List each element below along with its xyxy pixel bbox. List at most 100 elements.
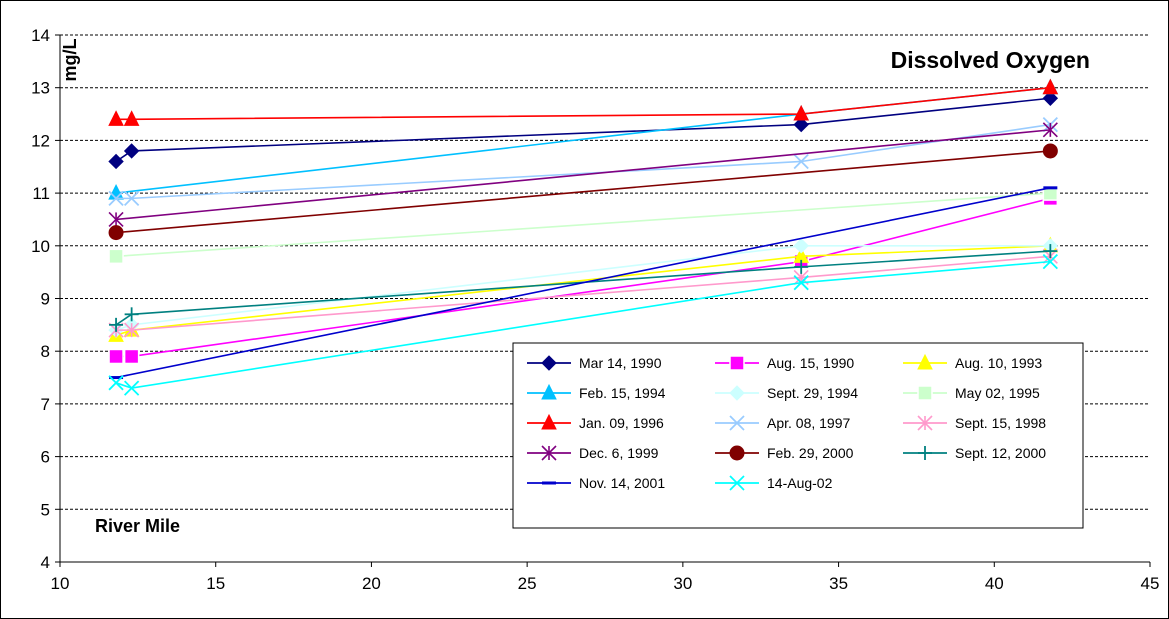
legend-label-8: Sept. 15, 1998 bbox=[955, 415, 1046, 431]
data-point-13-0 bbox=[108, 375, 124, 391]
legend-swatch-marker-13 bbox=[729, 475, 745, 491]
series-line-6 bbox=[116, 86, 1051, 121]
data-point-0-1 bbox=[123, 143, 140, 159]
legend-label-11: Sept. 12, 2000 bbox=[955, 445, 1046, 461]
data-point-13-2 bbox=[793, 275, 809, 291]
series-line-10 bbox=[115, 150, 1051, 234]
data-point-0-2 bbox=[793, 116, 809, 133]
y-tick-label-4: 4 bbox=[41, 553, 50, 572]
y-tick-label-10: 10 bbox=[31, 237, 50, 256]
data-point-6-0 bbox=[108, 110, 124, 126]
data-point-1-1 bbox=[123, 348, 140, 365]
series-line-12 bbox=[115, 187, 1051, 379]
legend-swatch-marker-8 bbox=[917, 415, 933, 431]
series-line-4 bbox=[115, 245, 1051, 331]
data-point-4-2 bbox=[793, 238, 809, 254]
legend-swatch-marker-0 bbox=[541, 355, 557, 371]
y-tick-label-14: 14 bbox=[31, 26, 50, 45]
data-point-1-0 bbox=[108, 348, 124, 365]
legend-item-12: Nov. 14, 2001 bbox=[527, 475, 665, 491]
series-line-8 bbox=[116, 255, 1051, 331]
legend-label-10: Feb. 29, 2000 bbox=[767, 445, 854, 461]
data-point-0-0 bbox=[108, 153, 124, 170]
series-5 bbox=[108, 185, 1059, 265]
legend-swatch-marker-1 bbox=[729, 355, 745, 371]
series-0 bbox=[108, 90, 1059, 170]
data-point-11-1 bbox=[124, 307, 139, 322]
legend-label-6: Jan. 09, 1996 bbox=[579, 415, 664, 431]
x-tick-label-40: 40 bbox=[985, 574, 1004, 593]
data-point-7-1 bbox=[123, 190, 140, 207]
series-13 bbox=[108, 253, 1058, 396]
legend-swatch-marker-11 bbox=[918, 446, 932, 460]
series-line-11 bbox=[115, 250, 1051, 326]
legend-swatch-marker-9 bbox=[541, 445, 557, 461]
y-tick-label-11: 11 bbox=[32, 184, 50, 203]
x-tick-label-30: 30 bbox=[673, 574, 692, 593]
data-point-13-3 bbox=[1042, 253, 1058, 270]
series-lines bbox=[108, 78, 1059, 396]
legend-label-9: Dec. 6, 1999 bbox=[579, 445, 659, 461]
legend-item-6: Jan. 09, 1996 bbox=[527, 413, 664, 431]
legend-item-13: 14-Aug-02 bbox=[715, 475, 833, 491]
y-tick-label-9: 9 bbox=[41, 290, 50, 309]
legend-item-4: Sept. 29, 1994 bbox=[715, 385, 858, 401]
y-tick-label-5: 5 bbox=[41, 500, 50, 519]
legend-label-0: Mar 14, 1990 bbox=[579, 355, 662, 371]
legend-item-3: Feb. 15, 1994 bbox=[527, 383, 666, 401]
series-line-7 bbox=[116, 123, 1051, 200]
data-point-6-2 bbox=[793, 104, 810, 121]
series-10 bbox=[108, 143, 1058, 241]
legend-item-2: Aug. 10, 1993 bbox=[903, 353, 1042, 371]
legend-item-11: Sept. 12, 2000 bbox=[903, 445, 1046, 461]
x-tick-label-45: 45 bbox=[1141, 574, 1160, 593]
data-point-8-1 bbox=[124, 322, 140, 338]
data-point-0-3 bbox=[1042, 90, 1059, 106]
legend-item-9: Dec. 6, 1999 bbox=[527, 445, 659, 461]
legend-label-7: Apr. 08, 1997 bbox=[767, 415, 851, 431]
data-point-6-1 bbox=[123, 110, 140, 126]
series-6 bbox=[108, 78, 1059, 126]
y-tick-label-12: 12 bbox=[31, 131, 50, 150]
legend-item-5: May 02, 1995 bbox=[903, 385, 1040, 401]
series-line-2 bbox=[115, 245, 1051, 337]
legend-label-13: 14-Aug-02 bbox=[767, 475, 833, 491]
y-tick-label-7: 7 bbox=[41, 395, 50, 414]
legend-swatch-marker-5 bbox=[917, 385, 933, 401]
legend-item-10: Feb. 29, 2000 bbox=[715, 445, 854, 461]
data-point-9-0 bbox=[108, 211, 124, 228]
legend-swatch-marker-6 bbox=[541, 413, 557, 430]
series-line-9 bbox=[115, 129, 1051, 221]
legend-item-8: Sept. 15, 1998 bbox=[903, 415, 1046, 431]
data-point-5-0 bbox=[108, 248, 124, 265]
chart-title: Dissolved Oxygen bbox=[891, 47, 1090, 73]
x-tick-label-35: 35 bbox=[829, 574, 848, 593]
legend-label-12: Nov. 14, 2001 bbox=[579, 475, 665, 491]
legend-box bbox=[512, 342, 1084, 529]
series-line-0 bbox=[115, 97, 1051, 163]
legend-item-7: Apr. 08, 1997 bbox=[715, 415, 851, 431]
y-axis-label: mg/L bbox=[60, 38, 80, 81]
legend-swatch-marker-7 bbox=[729, 415, 745, 431]
data-point-6-3 bbox=[1042, 78, 1059, 95]
data-point-11-0 bbox=[109, 317, 124, 332]
legend-item-0: Mar 14, 1990 bbox=[527, 355, 662, 371]
data-point-10-0 bbox=[108, 225, 124, 241]
legend-label-1: Aug. 15, 1990 bbox=[767, 355, 854, 371]
data-point-10-1 bbox=[1042, 143, 1058, 159]
y-tick-label-6: 6 bbox=[41, 448, 50, 467]
legend-swatch-marker-10 bbox=[729, 445, 745, 461]
x-tick-label-15: 15 bbox=[206, 574, 225, 593]
x-tick-label-20: 20 bbox=[362, 574, 381, 593]
series-line-5 bbox=[116, 192, 1051, 258]
x-axis-label: River Mile bbox=[95, 516, 180, 536]
legend-label-2: Aug. 10, 1993 bbox=[955, 355, 1042, 371]
data-point-5-1 bbox=[1042, 185, 1059, 201]
legend-item-1: Aug. 15, 1990 bbox=[715, 355, 854, 371]
legend: Mar 14, 1990 Aug. 15, 1990 Aug. 10, 1993 Fe… bbox=[512, 342, 1084, 529]
x-tick-label-10: 10 bbox=[51, 574, 70, 593]
series-9 bbox=[108, 122, 1058, 228]
